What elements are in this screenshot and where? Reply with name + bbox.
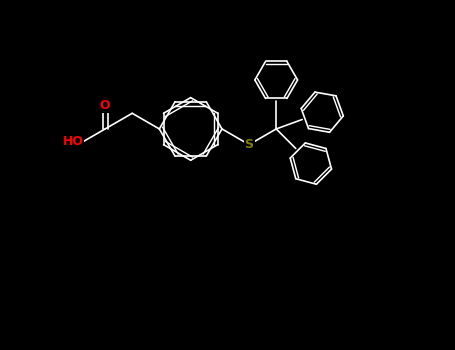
Text: O: O [100, 99, 111, 112]
Text: HO: HO [62, 135, 83, 148]
Text: S: S [245, 138, 253, 151]
